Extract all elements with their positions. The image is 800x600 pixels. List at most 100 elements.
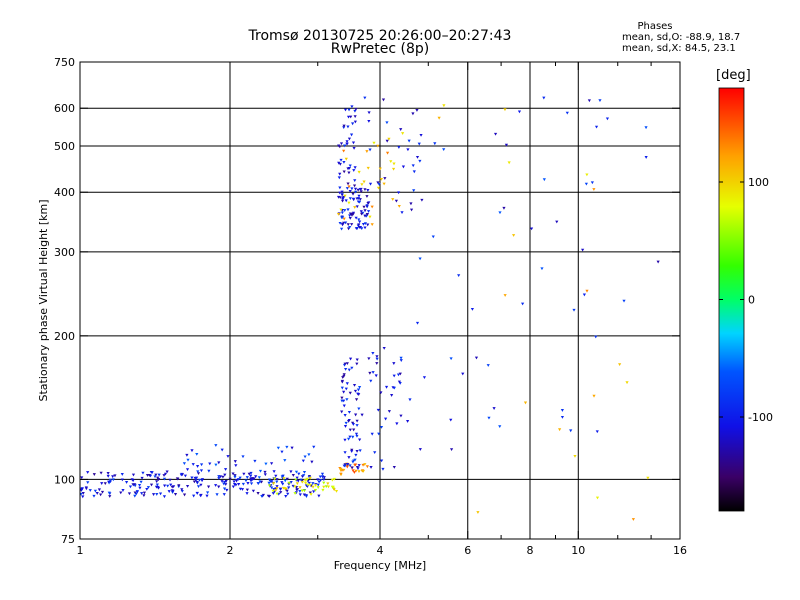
data-point [343, 194, 347, 198]
data-point [170, 485, 174, 489]
data-point [270, 486, 274, 490]
data-point [605, 117, 610, 121]
data-point [349, 115, 353, 119]
data-point [345, 398, 349, 402]
data-point [565, 111, 569, 115]
data-point [355, 362, 359, 366]
data-point [358, 226, 363, 229]
data-point [355, 434, 359, 438]
data-point [192, 480, 196, 484]
data-point [154, 473, 158, 477]
data-point [185, 468, 190, 472]
data-point [234, 483, 238, 487]
data-point [357, 386, 362, 389]
data-point [311, 482, 315, 485]
data-point [392, 374, 396, 378]
data-point [303, 479, 307, 482]
data-point [322, 476, 326, 479]
data-point [295, 488, 300, 491]
data-point [199, 463, 204, 467]
data-point [347, 171, 351, 175]
data-point [190, 476, 194, 480]
data-point [622, 299, 626, 303]
data-point [260, 494, 264, 498]
data-point [344, 157, 348, 161]
data-point [322, 478, 326, 482]
data-point [221, 475, 225, 479]
data-point [256, 482, 261, 485]
data-point [353, 166, 357, 170]
data-point [312, 445, 316, 449]
data-point [449, 448, 454, 451]
data-point [177, 484, 181, 487]
data-point [240, 488, 245, 491]
data-point [346, 223, 350, 227]
data-point [347, 368, 351, 372]
data-point [351, 192, 355, 196]
x-tick-label: 2 [227, 544, 234, 557]
data-point [377, 182, 381, 186]
data-point [279, 491, 283, 494]
data-point [249, 474, 253, 478]
data-point [348, 164, 352, 168]
data-point [344, 221, 348, 225]
data-point [350, 366, 354, 370]
data-point [433, 142, 437, 146]
data-point [529, 227, 534, 231]
data-point [595, 496, 600, 500]
data-point [351, 469, 355, 473]
data-point [220, 448, 224, 452]
data-point [167, 490, 171, 493]
data-point [154, 485, 159, 489]
data-point [573, 454, 577, 458]
data-point [233, 475, 237, 479]
data-point [375, 362, 379, 365]
data-point [644, 126, 648, 130]
data-point [80, 476, 84, 480]
data-point [406, 148, 410, 152]
data-point [358, 220, 362, 224]
data-point [351, 435, 355, 439]
data-point [107, 491, 111, 495]
data-point [249, 482, 254, 486]
data-point [337, 144, 341, 148]
data-point [244, 479, 248, 483]
data-point [371, 351, 375, 355]
data-point [199, 483, 203, 487]
data-point [249, 479, 253, 483]
data-point [348, 225, 352, 229]
data-point [370, 205, 374, 209]
data-point [318, 475, 322, 479]
data-point [353, 179, 357, 183]
data-point [346, 208, 350, 212]
data-point [367, 111, 371, 115]
data-point [245, 488, 249, 492]
colorbar-ticks: 100 0 -100 [719, 176, 773, 424]
data-point [224, 480, 228, 483]
y-axis-label: Stationary phase Virtual Height [km] [37, 199, 50, 401]
data-point [355, 449, 359, 453]
data-point [341, 197, 345, 201]
data-point [348, 216, 352, 220]
data-point [523, 401, 528, 405]
data-point [361, 469, 366, 473]
x-tick-label: 8 [527, 544, 534, 557]
data-point [384, 385, 389, 389]
data-point [354, 190, 358, 194]
data-point [348, 190, 352, 193]
data-point [344, 367, 348, 371]
data-point [366, 166, 370, 170]
data-point [512, 234, 516, 237]
data-point [134, 492, 138, 496]
data-point [271, 489, 275, 493]
data-point [158, 492, 163, 496]
data-point [363, 214, 367, 218]
data-point [343, 362, 347, 366]
data-point [287, 481, 291, 485]
data-point [351, 212, 355, 216]
data-point [340, 396, 344, 400]
x-tick-label: 1 [77, 544, 84, 557]
data-point [155, 483, 159, 487]
data-point [540, 267, 544, 271]
